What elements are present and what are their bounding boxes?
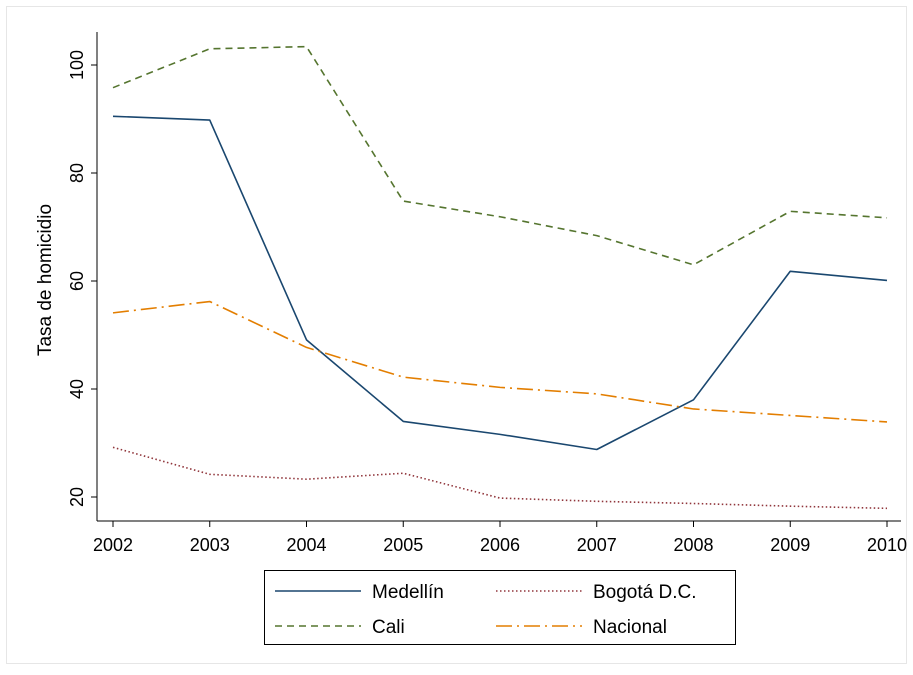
y-axis-label: Tasa de homicidio <box>35 204 56 356</box>
y-tick-label: 60 <box>67 271 87 291</box>
y-tick-label: 20 <box>67 487 87 507</box>
legend-label-3: Cali <box>372 617 405 638</box>
x-tick-label: 2005 <box>383 535 423 555</box>
y-tick-label: 40 <box>67 379 87 399</box>
x-tick-label: 2009 <box>770 535 810 555</box>
series-line-2 <box>112 446 888 510</box>
series-line-3 <box>112 45 888 266</box>
axes: 20 40 60 80 100 2002 2003 2004 2005 2006 2007 2008 2… <box>67 32 907 555</box>
series-line-1 <box>112 115 888 451</box>
figure-border <box>6 6 907 664</box>
x-tick-label: 2006 <box>480 535 520 555</box>
y-tick-label: 100 <box>67 50 87 80</box>
legend: Medellín Bogotá D.C. Cali Nacional <box>264 570 736 645</box>
legend-label-1: Medellín <box>372 582 444 603</box>
x-tick-label: 2004 <box>286 535 326 555</box>
x-tick-label: 2007 <box>577 535 617 555</box>
y-tick-label: 80 <box>67 163 87 183</box>
legend-label-4: Nacional <box>593 617 667 638</box>
legend-box <box>264 570 736 645</box>
x-tick-label: 2010 <box>867 535 907 555</box>
x-tick-label: 2002 <box>93 535 133 555</box>
series-line-4 <box>112 300 888 423</box>
series-layer <box>112 45 888 510</box>
x-tick-label: 2008 <box>673 535 713 555</box>
legend-label-2: Bogotá D.C. <box>593 582 697 603</box>
x-tick-label: 2003 <box>190 535 230 555</box>
